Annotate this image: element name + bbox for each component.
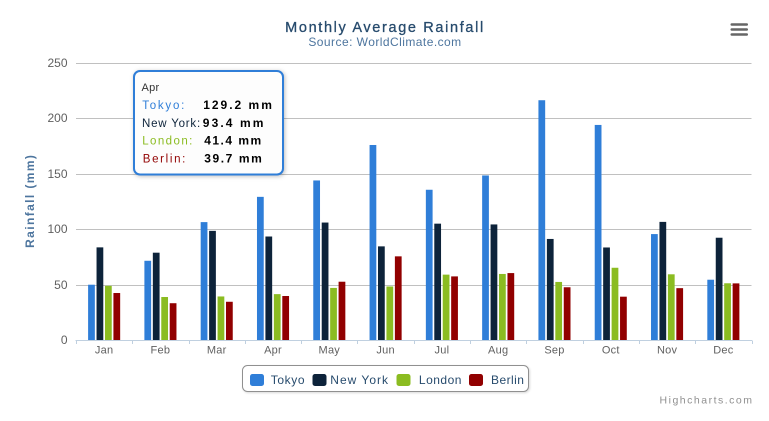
svg-text:Mar: Mar xyxy=(207,345,227,357)
svg-text:Jul: Jul xyxy=(434,345,449,357)
svg-text:Highcharts.com: Highcharts.com xyxy=(660,394,754,406)
svg-text:Apr: Apr xyxy=(142,82,160,94)
svg-text:93.4 mm: 93.4 mm xyxy=(203,116,266,130)
svg-text:Apr: Apr xyxy=(264,345,282,357)
svg-text:41.4 mm: 41.4 mm xyxy=(204,134,263,148)
svg-text:London: London xyxy=(419,373,462,387)
svg-text:39.7 mm: 39.7 mm xyxy=(204,151,263,165)
svg-text:Tokyo: Tokyo xyxy=(271,373,305,387)
svg-text:May: May xyxy=(319,345,341,357)
svg-text:50: 50 xyxy=(54,278,68,292)
svg-text:Nov: Nov xyxy=(657,345,678,357)
svg-text:Rainfall (mm): Rainfall (mm) xyxy=(23,154,37,248)
svg-text:Sep: Sep xyxy=(544,345,564,357)
svg-text:Feb: Feb xyxy=(151,345,171,357)
svg-text:250: 250 xyxy=(47,56,67,70)
svg-text:Berlin:: Berlin: xyxy=(143,153,187,165)
svg-text:Jun: Jun xyxy=(376,345,395,357)
svg-text:Oct: Oct xyxy=(602,345,620,357)
svg-text:Monthly Average Rainfall: Monthly Average Rainfall xyxy=(285,20,485,36)
svg-text:0: 0 xyxy=(61,333,68,347)
svg-text:London:: London: xyxy=(142,136,194,148)
svg-text:Tokyo:: Tokyo: xyxy=(142,100,186,112)
svg-text:129.2 mm: 129.2 mm xyxy=(203,98,274,112)
svg-text:New York:: New York: xyxy=(142,118,201,130)
svg-text:New York: New York xyxy=(330,373,389,387)
svg-text:Berlin: Berlin xyxy=(491,373,524,387)
svg-text:Jan: Jan xyxy=(95,345,114,357)
svg-text:150: 150 xyxy=(47,167,67,181)
svg-text:Source: WorldClimate.com: Source: WorldClimate.com xyxy=(308,35,461,49)
svg-text:100: 100 xyxy=(47,222,67,236)
svg-text:Aug: Aug xyxy=(488,345,508,357)
svg-text:200: 200 xyxy=(47,111,67,125)
svg-text:Dec: Dec xyxy=(713,345,734,357)
